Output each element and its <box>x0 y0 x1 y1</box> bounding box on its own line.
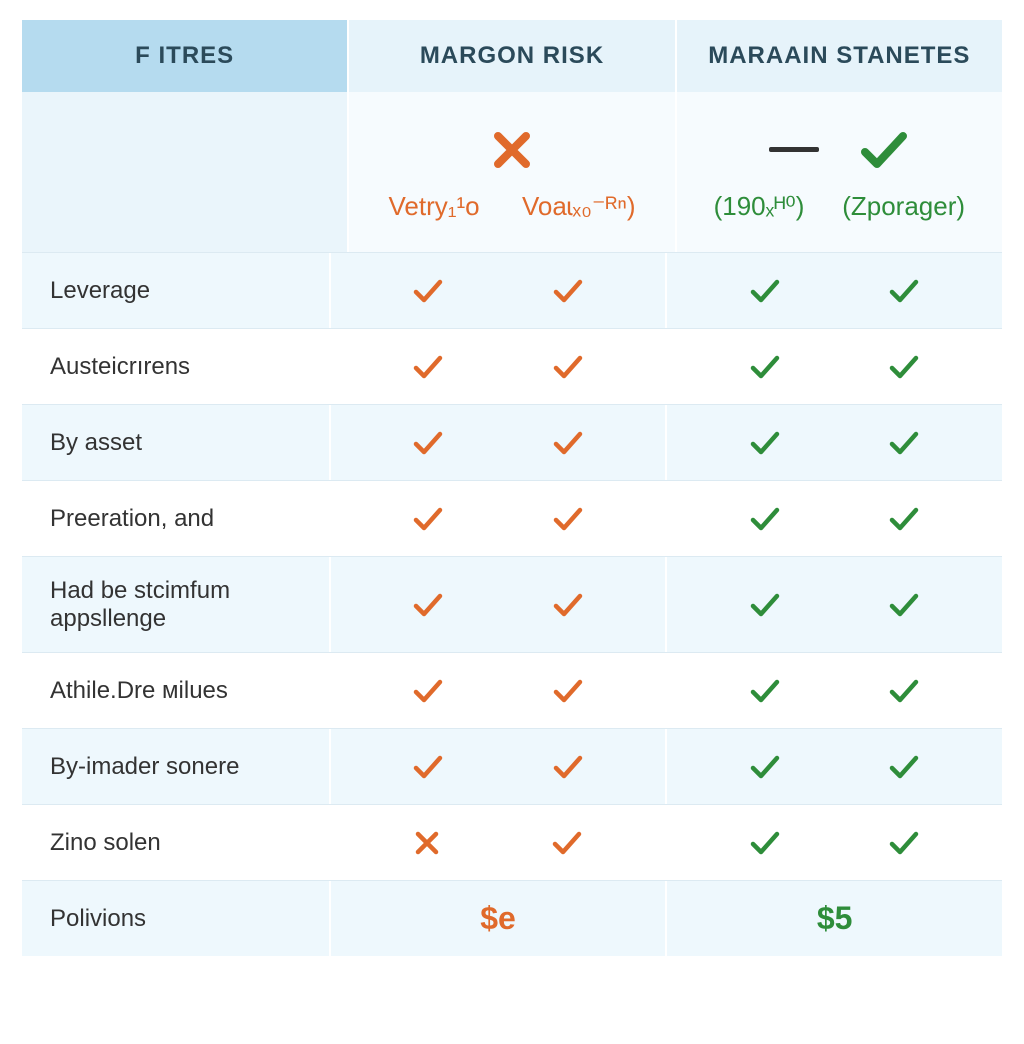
row-marks-col1 <box>331 481 668 556</box>
dash-icon <box>769 147 819 152</box>
row-marks-col2 <box>667 653 1002 728</box>
row-label: Preeration, and <box>22 481 331 556</box>
check-icon <box>413 506 443 532</box>
check-icon <box>889 678 919 704</box>
row-marks-col1: $e <box>331 881 668 956</box>
check-icon <box>553 354 583 380</box>
check-icon <box>859 128 909 172</box>
row-marks-col1 <box>331 557 668 652</box>
table-row: Polivions $e $5 <box>22 880 1002 956</box>
table-row: Austeicrırens <box>22 328 1002 404</box>
price-text: $5 <box>817 900 853 937</box>
check-icon <box>889 830 919 856</box>
header-col-1: MARGON RISK <box>349 20 676 92</box>
header-col-2: MARAAIN STANETES <box>677 20 1002 92</box>
table-row: Zino solen <box>22 804 1002 880</box>
row-label: By-imader sonere <box>22 729 331 804</box>
header-row: F ITRES MARGON RISK MARAAIN STANETES <box>22 20 1002 92</box>
row-marks-col2 <box>667 329 1002 404</box>
check-icon <box>413 592 443 618</box>
check-icon <box>889 430 919 456</box>
check-icon <box>889 278 919 304</box>
table-row: Athile.Dre мilues <box>22 652 1002 728</box>
row-marks-col1 <box>331 329 668 404</box>
check-icon <box>889 506 919 532</box>
check-icon <box>553 754 583 780</box>
row-marks-col2 <box>667 557 1002 652</box>
table-row: By asset <box>22 404 1002 480</box>
check-icon <box>553 678 583 704</box>
check-icon <box>889 354 919 380</box>
check-icon <box>552 830 582 856</box>
rows-container: LeverageAusteicrırensBy assetPreeration,… <box>22 252 1002 956</box>
check-icon <box>750 754 780 780</box>
check-icon <box>889 592 919 618</box>
check-icon <box>553 430 583 456</box>
row-marks-col2 <box>667 253 1002 328</box>
check-icon <box>750 430 780 456</box>
check-icon <box>889 754 919 780</box>
row-label: Zino solen <box>22 805 331 880</box>
row-marks-col1 <box>331 405 668 480</box>
check-icon <box>413 430 443 456</box>
row-marks-col2 <box>667 405 1002 480</box>
table-row: Leverage <box>22 252 1002 328</box>
check-icon <box>553 506 583 532</box>
subheader-col-2: (190ₓᴴ⁰) (Zporager) <box>677 92 1002 252</box>
check-icon <box>413 354 443 380</box>
header-col-0: F ITRES <box>22 20 349 92</box>
sublabel-2-right: (Zporager) <box>842 191 965 222</box>
check-icon <box>553 278 583 304</box>
subheader-empty <box>22 92 349 252</box>
price-text: $e <box>480 900 516 937</box>
table-row: By-imader sonere <box>22 728 1002 804</box>
row-marks-col1 <box>331 653 668 728</box>
check-icon <box>750 592 780 618</box>
row-marks-col1 <box>331 253 668 328</box>
row-label: Had be stcimfum appsllenge <box>22 557 331 652</box>
row-marks-col2 <box>667 481 1002 556</box>
check-icon <box>750 354 780 380</box>
check-icon <box>750 506 780 532</box>
sublabel-2-left: (190ₓᴴ⁰) <box>714 191 805 222</box>
check-icon <box>413 754 443 780</box>
check-icon <box>413 678 443 704</box>
check-icon <box>553 592 583 618</box>
sublabel-1-left: Vetry₁¹ᴏ <box>388 191 479 222</box>
table-row: Had be stcimfum appsllenge <box>22 556 1002 652</box>
row-marks-col1 <box>331 729 668 804</box>
comparison-table: F ITRES MARGON RISK MARAAIN STANETES Vet… <box>22 20 1002 956</box>
row-marks-col2: $5 <box>667 881 1002 956</box>
check-icon <box>413 278 443 304</box>
cross-icon <box>414 830 440 856</box>
row-label: Athile.Dre мilues <box>22 653 331 728</box>
row-marks-col1 <box>331 805 668 880</box>
cross-icon <box>490 128 534 172</box>
check-icon <box>750 278 780 304</box>
subheader-col-1: Vetry₁¹ᴏ Voaɩₓ₀⁻ᴿⁿ) <box>349 92 676 252</box>
row-marks-col2 <box>667 729 1002 804</box>
check-icon <box>750 830 780 856</box>
row-label: Austeicrırens <box>22 329 331 404</box>
row-label: Polivions <box>22 881 331 956</box>
subheader-row: Vetry₁¹ᴏ Voaɩₓ₀⁻ᴿⁿ) (190ₓᴴ⁰) (Zporager) <box>22 92 1002 252</box>
row-marks-col2 <box>667 805 1002 880</box>
row-label: By asset <box>22 405 331 480</box>
check-icon <box>750 678 780 704</box>
sublabel-1-right: Voaɩₓ₀⁻ᴿⁿ) <box>522 191 636 222</box>
row-label: Leverage <box>22 253 331 328</box>
table-row: Preeration, and <box>22 480 1002 556</box>
